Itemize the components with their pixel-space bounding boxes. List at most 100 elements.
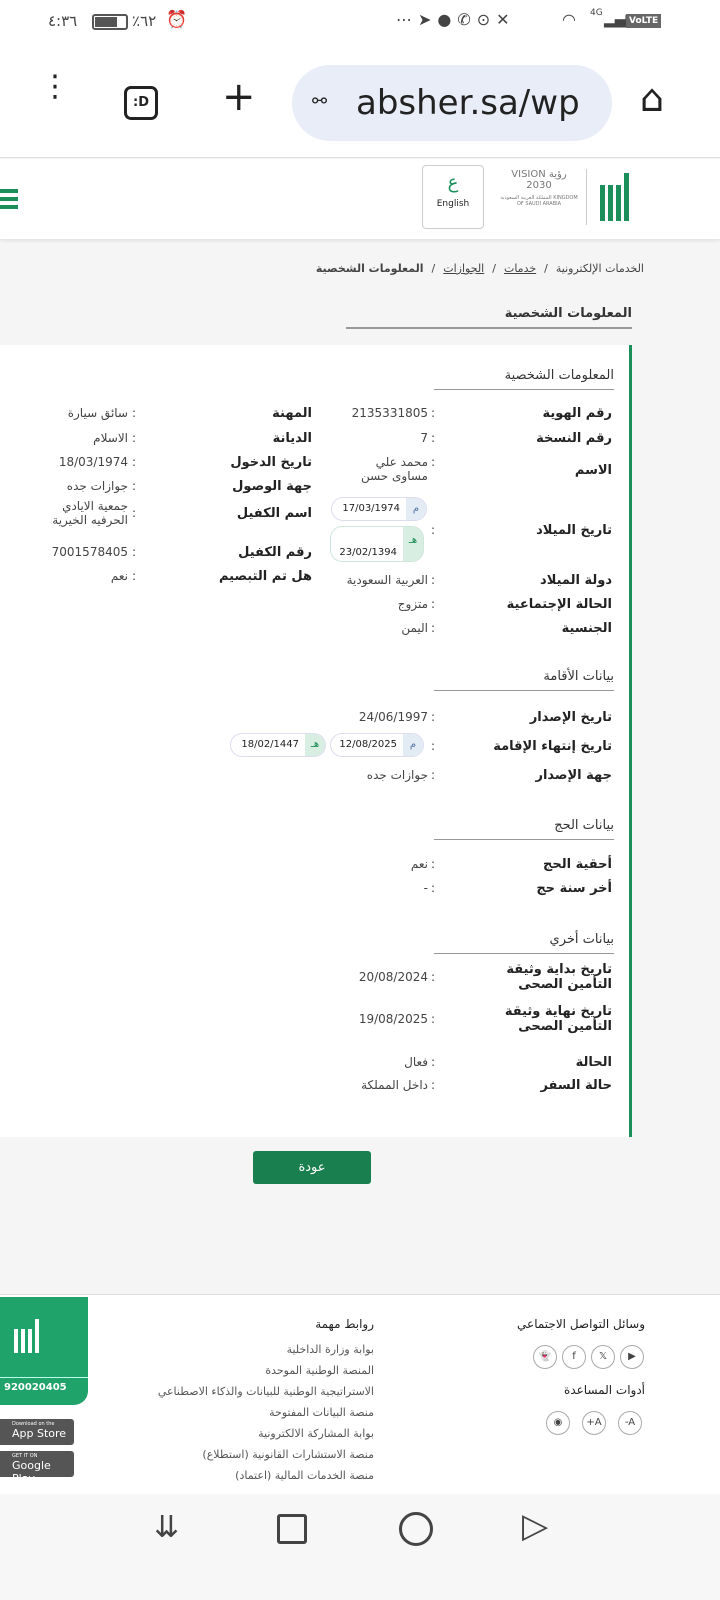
- status-bar: ٤:٣٦ ٪٦٢ ⏰ ⋯➤●✆⊙✕ ◠ 4G ▂▄▆ VoLTE: [0, 0, 720, 50]
- english-button[interactable]: ع English: [422, 165, 484, 229]
- absher-logo: [600, 173, 634, 221]
- android-nav-bar: ⇊ ▷: [0, 1494, 720, 1600]
- section-other-title: بيانات أخري: [434, 932, 614, 954]
- birthdate-hijri: 23/02/1394 هـ: [330, 526, 424, 562]
- footer-link[interactable]: المنصة الوطنية الموحدة: [265, 1364, 374, 1377]
- field-value: 7001578405: [51, 545, 128, 559]
- breadcrumb-item[interactable]: الخدمات الإلكترونية: [555, 262, 644, 275]
- decrease-font-button[interactable]: -A: [618, 1411, 642, 1435]
- snapchat-icon[interactable]: 👻: [533, 1345, 557, 1369]
- field-label: الديانة: [272, 431, 312, 446]
- colon: :: [431, 406, 436, 420]
- field-label: الاسم: [574, 463, 612, 478]
- field-value: جمعية الايادي الحرفيه الخيرية: [52, 499, 128, 527]
- google-play-badge[interactable]: GET IT ON Google Play: [0, 1451, 74, 1485]
- field-value: 7: [420, 431, 428, 445]
- field-label: رقم النسخة: [536, 431, 612, 446]
- home-nav-icon[interactable]: [399, 1512, 433, 1546]
- colon: :: [431, 710, 436, 724]
- field-value: داخل المملكة: [361, 1078, 428, 1092]
- colon: :: [431, 573, 436, 587]
- field-value: 19/08/2025: [358, 1012, 428, 1026]
- x-icon[interactable]: 𝕏: [591, 1345, 615, 1369]
- field-value: جوازات جده: [366, 768, 428, 782]
- colon: :: [431, 739, 436, 753]
- hamburger-menu-icon[interactable]: [0, 189, 18, 209]
- expiry-gregorian: 12/08/2025 م: [330, 733, 424, 757]
- footer-link[interactable]: منصة الاستشارات القانونية (استطلاع): [202, 1448, 374, 1461]
- colon: :: [431, 881, 436, 895]
- recents-icon[interactable]: [277, 1514, 307, 1544]
- field-value: 2135331805: [351, 406, 428, 420]
- colon: :: [132, 506, 137, 520]
- colon: :: [431, 857, 436, 871]
- section-personal-title: المعلومات الشخصية: [434, 368, 614, 390]
- field-value: 20/08/2024: [358, 970, 428, 984]
- field-label: تاريخ نهاية وثيقة التأمين الصحى: [504, 1004, 612, 1034]
- youtube-icon[interactable]: ▶: [620, 1345, 644, 1369]
- field-value: نعم: [410, 857, 428, 871]
- field-label: أخر سنة حج: [536, 881, 612, 896]
- field-value: 24/06/1997: [358, 710, 428, 724]
- notification-icons: ⋯➤●✆⊙✕: [396, 10, 516, 29]
- colon: :: [431, 431, 436, 445]
- colon: :: [431, 768, 436, 782]
- network-type: 4G: [590, 8, 603, 18]
- field-value: جوازات جده: [66, 479, 128, 493]
- field-label: الحالة: [575, 1055, 612, 1070]
- colon: :: [431, 621, 436, 635]
- new-tab-icon[interactable]: +: [222, 74, 256, 120]
- vision-2030-logo: VISION رؤية 2030 المملكة العربية السعودي…: [500, 169, 578, 207]
- social-title: وسائل التواصل الاجتماعي: [517, 1317, 645, 1331]
- phone-number[interactable]: 920020405: [0, 1377, 88, 1397]
- back-button[interactable]: عودة: [253, 1151, 371, 1184]
- site-settings-icon[interactable]: ⚯: [312, 91, 328, 112]
- absher-contact-box: 920020405: [0, 1297, 88, 1405]
- footer-link[interactable]: منصة البيانات المفتوحة: [269, 1406, 374, 1419]
- field-label: أحقية الحج: [543, 857, 612, 872]
- colon: :: [431, 970, 436, 984]
- colon: :: [132, 545, 137, 559]
- colon: :: [132, 569, 137, 583]
- field-value: الاسلام: [93, 431, 128, 445]
- battery-level: ٪٦٢: [132, 12, 157, 30]
- field-label: تاريخ الدخول: [230, 455, 312, 470]
- field-value: محمد علي مساوى حسن: [360, 455, 428, 483]
- tabs-button[interactable]: :D: [124, 86, 158, 120]
- colon: :: [431, 597, 436, 611]
- back-nav-icon[interactable]: ▷: [522, 1506, 549, 1546]
- tools-title: أدوات المساعدة: [564, 1383, 645, 1397]
- field-label: جهة الوصول: [232, 479, 312, 494]
- menu-dots-icon[interactable]: ⋮: [40, 69, 70, 104]
- colon: :: [431, 455, 436, 469]
- field-label: تاريخ الميلاد: [536, 523, 612, 538]
- section-residency-title: بيانات الأقامة: [434, 669, 614, 691]
- home-icon[interactable]: ⌂: [640, 76, 665, 120]
- footer-link[interactable]: بوابة وزارة الداخلية: [286, 1343, 374, 1356]
- breadcrumb-item[interactable]: الجوازات: [443, 262, 485, 275]
- tools-icons: ◉ +A -A: [546, 1411, 642, 1435]
- language-icon: ع: [447, 172, 459, 193]
- section-hajj-title: بيانات الحج: [434, 818, 614, 840]
- breadcrumb: الخدمات الإلكترونية / خدمات / الجوازات / ال…: [315, 262, 644, 275]
- divider: [586, 169, 587, 225]
- footer: 920020405 Download on the App Store GET I…: [0, 1294, 720, 1494]
- field-value: سائق سيارة: [67, 406, 128, 420]
- field-label: دولة الميلاد: [540, 573, 612, 588]
- footer-link[interactable]: الاستراتيجية الوطنية للبيانات والذكاء ال…: [157, 1385, 374, 1398]
- footer-link[interactable]: منصة الخدمات المالية (اعتماد): [235, 1469, 374, 1482]
- english-label: English: [436, 199, 470, 209]
- colon: :: [431, 1012, 436, 1026]
- field-value: العربية السعودية: [346, 573, 428, 587]
- eye-icon[interactable]: ◉: [546, 1411, 570, 1435]
- facebook-icon[interactable]: f: [562, 1345, 586, 1369]
- increase-font-button[interactable]: +A: [582, 1411, 606, 1435]
- breadcrumb-item[interactable]: خدمات: [503, 262, 537, 275]
- url-bar[interactable]: ⚯ absher.sa/wp: [292, 65, 612, 141]
- field-value: نعم: [110, 569, 128, 583]
- scroll-down-icon[interactable]: ⇊: [154, 1510, 180, 1545]
- footer-link[interactable]: بوابة المشاركة الالكترونية: [258, 1427, 374, 1440]
- field-label: جهة الإصدار: [535, 768, 612, 783]
- app-store-badge[interactable]: Download on the App Store: [0, 1419, 74, 1445]
- wifi-icon: ◠: [562, 10, 576, 29]
